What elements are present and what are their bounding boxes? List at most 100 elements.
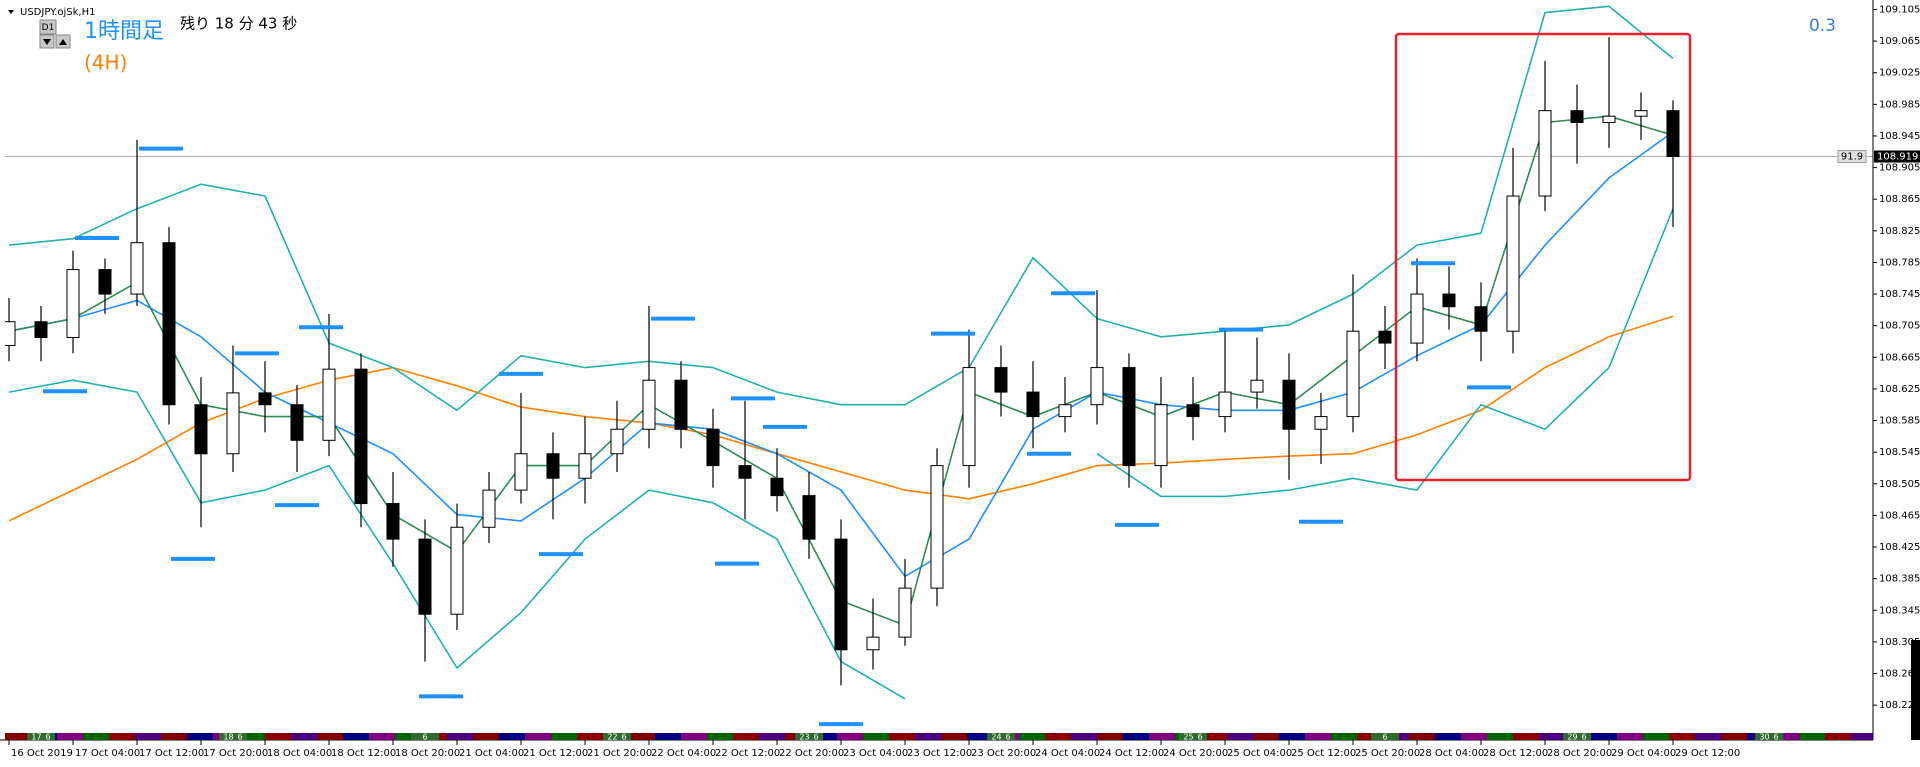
session-label-bg xyxy=(1371,733,1399,740)
session-label: 22_6 xyxy=(607,733,626,742)
session-stripe xyxy=(1591,733,1617,740)
session-label-bg xyxy=(1563,733,1591,740)
candle-body xyxy=(610,428,624,455)
x-tick-label: 22 Oct 12:00 xyxy=(715,748,780,759)
session-stripe xyxy=(5,733,31,740)
session-stripe xyxy=(239,733,265,740)
x-tick-label: 22 Oct 20:00 xyxy=(779,748,844,759)
x-tick-label: 28 Oct 20:00 xyxy=(1547,748,1612,759)
candle-body xyxy=(1282,379,1296,430)
session-label: 18_6 xyxy=(223,733,242,742)
spread-value: 0.3 xyxy=(1809,16,1836,36)
candle-body xyxy=(1058,404,1072,418)
session-label: 29_6 xyxy=(1567,733,1586,742)
y-tick-label: 108.905 xyxy=(1879,163,1920,174)
y-tick-label: 108.385 xyxy=(1879,574,1920,585)
session-label: 23_6 xyxy=(799,733,818,742)
session-stripe xyxy=(1461,733,1487,740)
candle-body xyxy=(930,465,944,589)
session-label: 24_6 xyxy=(991,733,1010,742)
candle-body xyxy=(578,453,592,479)
session-label: 17_6 xyxy=(31,733,50,742)
candle-body xyxy=(1186,404,1200,418)
x-tick-label: 24 Oct 04:00 xyxy=(1035,748,1100,759)
candle-body xyxy=(322,368,336,441)
candle-body xyxy=(738,465,752,479)
down-icon xyxy=(43,39,51,45)
y-tick-label: 108.705 xyxy=(1879,321,1920,332)
session-stripe xyxy=(1617,733,1643,740)
x-tick-label: 25 Oct 12:00 xyxy=(1291,748,1356,759)
session-stripe xyxy=(707,733,733,740)
y-tick-label: 108.345 xyxy=(1879,605,1920,616)
x-tick-label: 25 Oct 20:00 xyxy=(1355,748,1420,759)
session-label: 25_6 xyxy=(1183,733,1202,742)
candle-body xyxy=(482,489,496,528)
session-stripe xyxy=(1305,733,1331,740)
session-label-bg xyxy=(1755,733,1783,740)
session-stripe xyxy=(577,733,603,740)
y-tick-label: 108.625 xyxy=(1879,384,1920,395)
higher-timeframe-label: (4H) xyxy=(84,51,127,75)
candle-body xyxy=(1314,416,1328,430)
x-tick-label: 23 Oct 12:00 xyxy=(907,748,972,759)
x-tick-label: 28 Oct 12:00 xyxy=(1483,748,1548,759)
x-tick-label: 22 Oct 04:00 xyxy=(651,748,716,759)
symbol-title: USDJPY.ojSk,H1 xyxy=(20,7,95,18)
session-stripe xyxy=(1331,733,1357,740)
candle-body xyxy=(898,587,912,638)
session-label-bg xyxy=(795,733,823,740)
candle-body xyxy=(834,538,848,651)
candle-body xyxy=(1026,391,1040,418)
session-label: 6 xyxy=(422,733,427,742)
y-tick-label: 108.865 xyxy=(1879,194,1920,205)
candle-body xyxy=(770,477,784,497)
session-stripe xyxy=(1071,733,1097,740)
session-stripe xyxy=(1695,733,1721,740)
session-stripe xyxy=(1045,733,1071,740)
x-tick-label: 18 Oct 20:00 xyxy=(395,748,460,759)
session-stripe xyxy=(681,733,707,740)
session-stripe xyxy=(1435,733,1461,740)
session-stripe xyxy=(57,733,83,740)
candle-body xyxy=(706,428,720,467)
candle-body xyxy=(226,392,240,455)
y-tick-label: 108.585 xyxy=(1879,416,1920,427)
session-stripe xyxy=(1669,733,1695,740)
x-tick-label: 16 Oct 2019 xyxy=(11,748,73,759)
candle-body xyxy=(1602,115,1616,124)
session-stripe xyxy=(551,733,577,740)
y-tick-label: 108.945 xyxy=(1879,131,1920,142)
session-stripe xyxy=(109,733,135,740)
session-label-bg xyxy=(411,733,439,740)
candle-body xyxy=(866,636,880,651)
session-stripe xyxy=(499,733,525,740)
x-tick-label: 25 Oct 04:00 xyxy=(1227,748,1292,759)
session-stripe xyxy=(1097,733,1123,740)
menu-arrow[interactable] xyxy=(8,10,14,14)
session-stripe xyxy=(1149,733,1175,740)
x-tick-label: 18 Oct 12:00 xyxy=(331,748,396,759)
session-stripe xyxy=(161,733,187,740)
timeframe-button[interactable] xyxy=(39,19,57,35)
session-stripe xyxy=(1253,733,1279,740)
candle-body xyxy=(962,367,976,467)
session-stripe xyxy=(811,733,837,740)
candle-body xyxy=(5,321,16,346)
candle-body xyxy=(1154,404,1168,467)
y-tick-label: 109.105 xyxy=(1879,4,1920,15)
session-stripe xyxy=(1409,733,1435,740)
candle-body xyxy=(34,321,48,339)
session-label: 30_6 xyxy=(1759,733,1778,742)
indicator-label: 91.9 xyxy=(1841,152,1863,163)
session-stripe xyxy=(1513,733,1539,740)
candle-body xyxy=(994,367,1008,393)
up-icon xyxy=(59,39,67,45)
candle-body xyxy=(1442,293,1456,308)
candle-body xyxy=(1634,110,1648,117)
x-tick-label: 18 Oct 04:00 xyxy=(267,748,332,759)
session-stripe xyxy=(525,733,551,740)
